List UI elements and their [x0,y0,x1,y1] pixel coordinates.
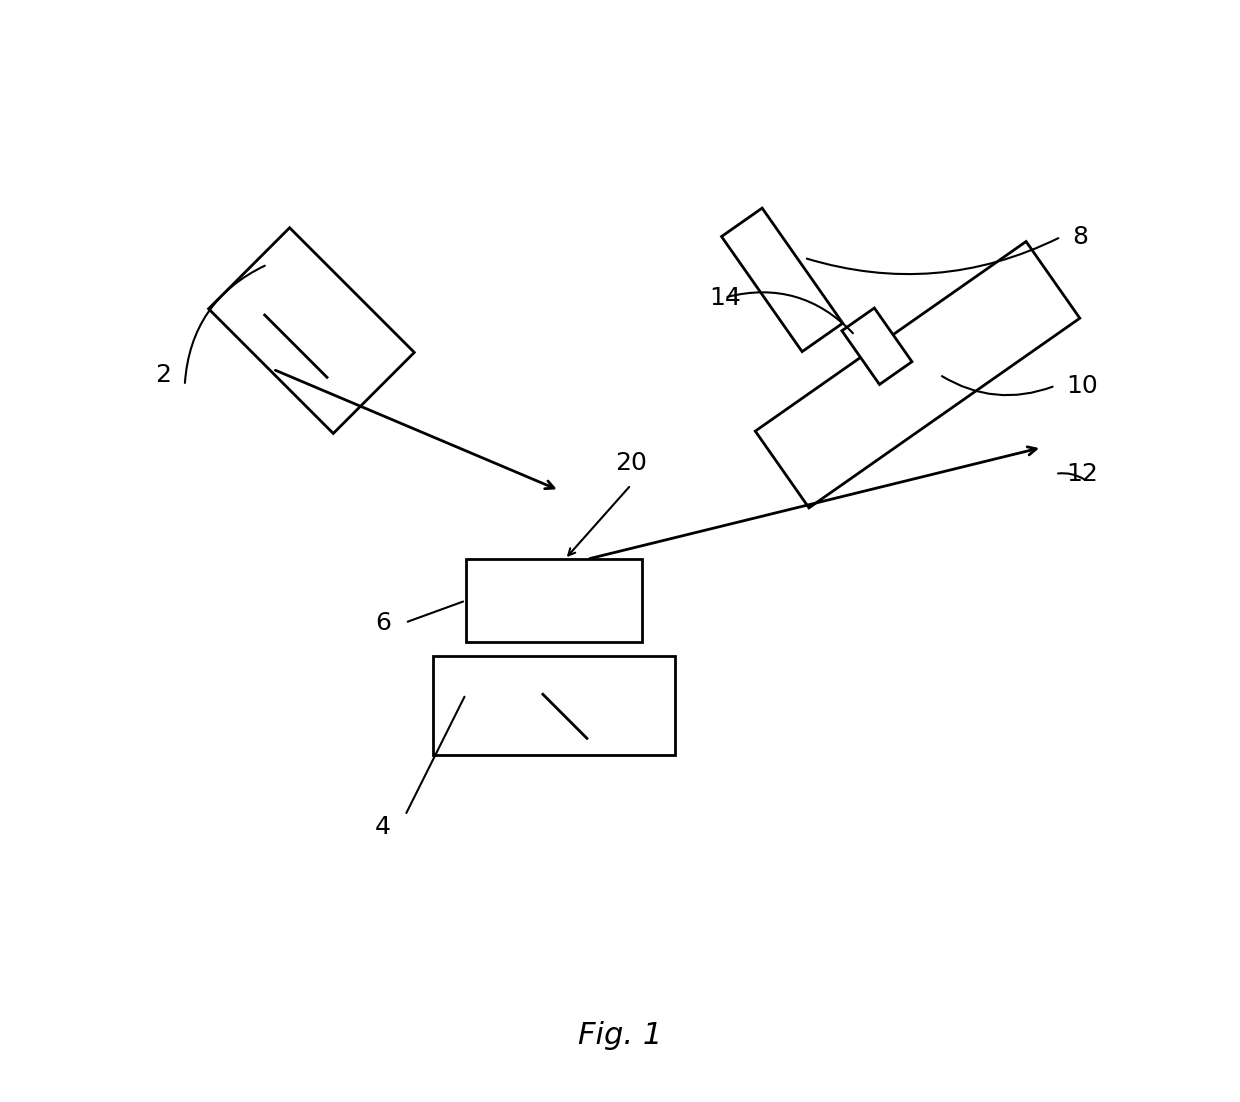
Text: 2: 2 [155,363,171,387]
Text: 4: 4 [374,814,391,839]
Polygon shape [842,307,911,385]
Text: 10: 10 [1066,374,1099,398]
Polygon shape [722,208,843,352]
Text: 20: 20 [615,451,647,475]
Bar [433,656,675,755]
Polygon shape [208,228,414,433]
Text: 8: 8 [1071,225,1087,249]
Text: 6: 6 [374,611,391,635]
Text: Fig. 1: Fig. 1 [578,1022,662,1050]
Bar [466,560,642,641]
Text: 12: 12 [1066,462,1099,486]
Text: 14: 14 [709,285,740,310]
Polygon shape [755,241,1080,508]
